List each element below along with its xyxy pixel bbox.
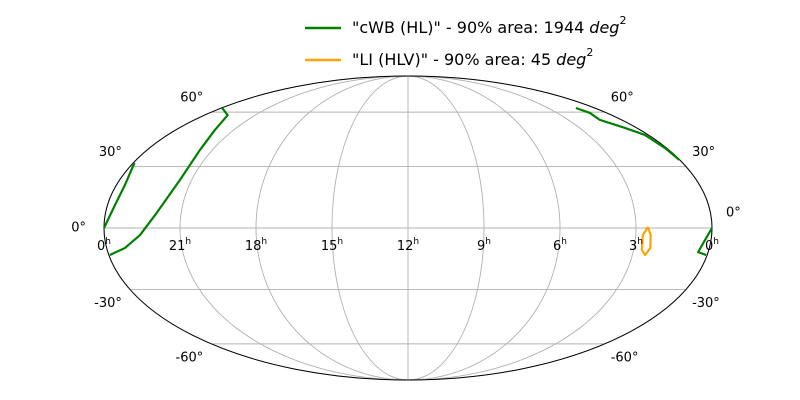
x-tick-label: 9h — [477, 237, 491, 254]
contour-line — [640, 226, 652, 257]
tick-unit: h — [485, 237, 491, 247]
legend: "cWB (HL)" - 90% area: 1944 deg2"LI (HLV)… — [305, 14, 626, 69]
contours — [103, 106, 713, 257]
tick-number: 0 — [97, 239, 105, 254]
y-tick-label: -30° — [94, 296, 122, 311]
tick-number: 18 — [245, 239, 262, 254]
tick-unit: h — [261, 237, 267, 247]
y-tick-label: 30° — [692, 145, 715, 160]
x-tick-label: 12h — [397, 237, 419, 254]
tick-number: 12 — [397, 239, 414, 254]
y-tick-label: 30° — [99, 145, 122, 160]
legend-unit: deg — [556, 50, 586, 69]
x-tick-label: 3h — [629, 237, 643, 254]
tick-number: 6 — [553, 239, 561, 254]
tick-number: 15 — [321, 239, 338, 254]
tick-unit: h — [713, 237, 719, 247]
legend-unit-exponent: 2 — [619, 14, 626, 27]
y-tick-label: 60° — [180, 91, 203, 106]
legend-unit-exponent: 2 — [586, 46, 593, 59]
tick-unit: h — [337, 237, 343, 247]
legend-name: "cWB (HL)" - 90% area: 1944 — [352, 18, 584, 37]
x-tick-label: 15h — [321, 237, 343, 254]
tick-unit: h — [105, 237, 111, 247]
grid — [103, 75, 713, 381]
tick-unit: h — [413, 237, 419, 247]
x-tick-label: 0h — [705, 237, 719, 254]
y-tick-label: -60° — [611, 350, 639, 365]
x-tick-label: 18h — [245, 237, 267, 254]
y-tick-label: 0° — [726, 206, 741, 221]
y-tick-label: 0° — [71, 221, 86, 236]
x-tick-label: 6h — [553, 237, 567, 254]
legend-unit: deg — [589, 18, 619, 37]
contour-line — [103, 106, 713, 257]
legend-entry: "cWB (HL)" - 90% area: 1944 deg2 — [352, 14, 626, 37]
tick-unit: h — [637, 237, 643, 247]
tick-unit: h — [561, 237, 567, 247]
tick-number: 21 — [169, 239, 186, 254]
x-tick-label: 21h — [169, 237, 191, 254]
y-tick-label: -30° — [692, 296, 720, 311]
tick-number: 0 — [705, 239, 713, 254]
y-tick-label: 60° — [611, 91, 634, 106]
tick-unit: h — [185, 237, 191, 247]
tick-number: 3 — [629, 239, 637, 254]
labels: 0h 21h 18h 15h 12h 9h 6h 3h 0h-60° -60°-30° -30°0°… — [71, 91, 741, 366]
y-tick-label: -60° — [176, 350, 204, 365]
x-tick-label: 0h — [97, 237, 111, 254]
tick-number: 9 — [477, 239, 485, 254]
legend-name: "LI (HLV)" - 90% area: 45 — [352, 50, 551, 69]
legend-entry: "LI (HLV)" - 90% area: 45 deg2 — [352, 46, 593, 69]
